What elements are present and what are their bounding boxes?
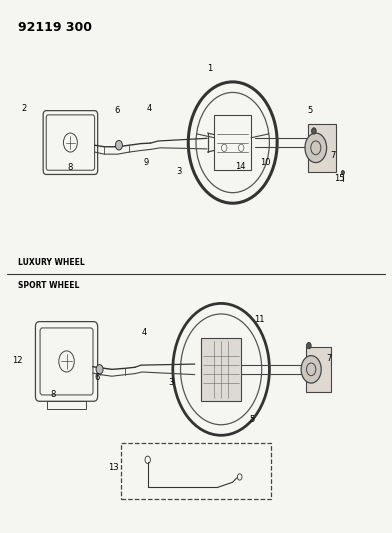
Circle shape	[301, 356, 321, 383]
Text: 3: 3	[168, 378, 174, 387]
Text: 8: 8	[68, 163, 73, 172]
Text: 92119 300: 92119 300	[18, 21, 92, 34]
Text: 5: 5	[307, 107, 313, 116]
Circle shape	[307, 342, 311, 349]
Bar	[201, 338, 241, 401]
Bar	[121, 443, 271, 498]
Circle shape	[115, 140, 122, 150]
Text: 15: 15	[334, 174, 344, 183]
Bar	[47, 401, 86, 409]
Text: 4: 4	[147, 104, 152, 113]
Text: 7: 7	[330, 151, 336, 160]
Text: 7: 7	[327, 354, 332, 364]
Circle shape	[305, 133, 327, 163]
Text: 6: 6	[95, 373, 100, 382]
Text: LUXURY WHEEL: LUXURY WHEEL	[18, 257, 85, 266]
Text: 10: 10	[260, 158, 271, 167]
Text: 13: 13	[107, 464, 118, 472]
Text: 11: 11	[254, 315, 265, 324]
Text: 5: 5	[249, 415, 255, 424]
Bar	[308, 124, 336, 172]
Text: 1: 1	[207, 64, 212, 73]
Circle shape	[96, 365, 103, 374]
Text: 12: 12	[12, 356, 23, 365]
Bar	[214, 115, 251, 170]
Text: 3: 3	[176, 167, 181, 176]
Circle shape	[312, 128, 316, 134]
Text: SPORT WHEEL: SPORT WHEEL	[18, 281, 80, 290]
Text: 14: 14	[235, 162, 246, 171]
Text: 9: 9	[143, 158, 149, 167]
Text: 4: 4	[141, 328, 147, 337]
Text: 6: 6	[114, 107, 120, 116]
Bar	[305, 347, 331, 392]
Text: 2: 2	[22, 104, 27, 113]
Text: 8: 8	[50, 390, 56, 399]
Circle shape	[341, 171, 345, 175]
